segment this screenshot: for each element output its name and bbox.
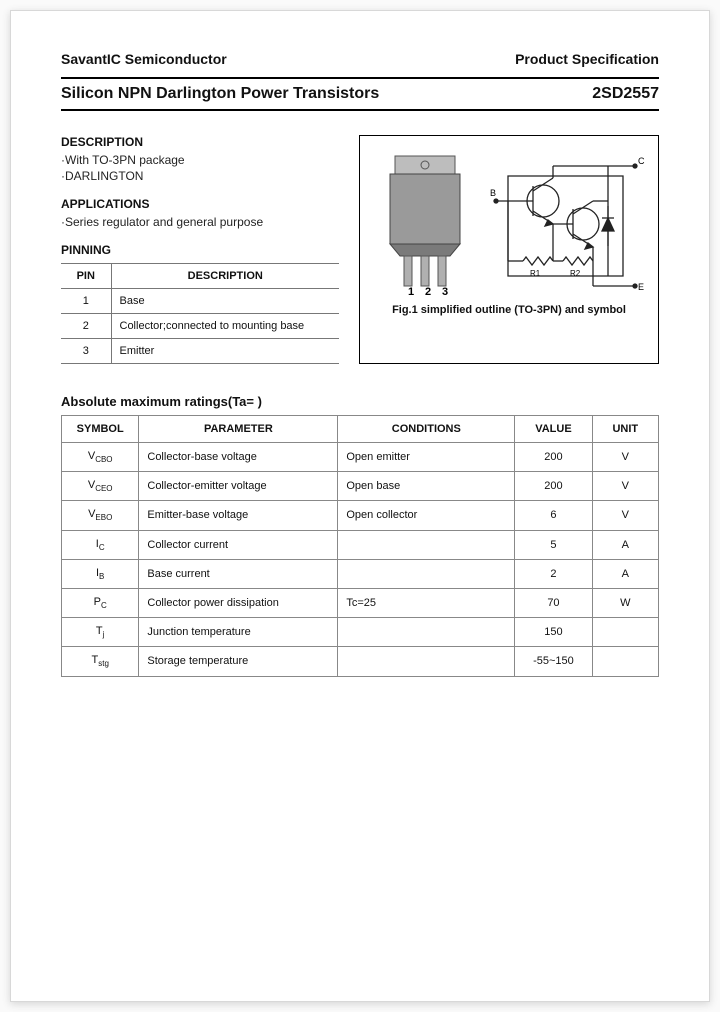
applications-heading: APPLICATIONS — [61, 197, 339, 211]
unit-cell: A — [592, 559, 658, 588]
col-symbol: SYMBOL — [62, 416, 139, 443]
cond-cell — [338, 618, 515, 647]
datasheet-page: SavantIC Semiconductor Product Specifica… — [10, 10, 710, 1002]
cond-cell: Open emitter — [338, 443, 515, 472]
param-cell: Base current — [139, 559, 338, 588]
pin-cell: 3 — [61, 339, 111, 364]
col-desc: DESCRIPTION — [111, 264, 339, 289]
table-row: ICCollector current 5A — [62, 530, 659, 559]
val-cell: 6 — [515, 501, 592, 530]
val-cell: -55~150 — [515, 647, 592, 676]
darlington-symbol-icon: B C E R1 R2 — [488, 146, 648, 296]
figure-box: 1 2 3 — [359, 135, 659, 364]
table-row: VCBOCollector-base voltageOpen emitter20… — [62, 443, 659, 472]
pin-desc-cell: Collector;connected to mounting base — [111, 314, 339, 339]
val-cell: 200 — [515, 443, 592, 472]
param-cell: Junction temperature — [139, 618, 338, 647]
pin-cell: 2 — [61, 314, 111, 339]
description-heading: DESCRIPTION — [61, 135, 339, 149]
val-cell: 150 — [515, 618, 592, 647]
description-line: ·With TO-3PN package — [61, 153, 339, 167]
figure-content: 1 2 3 — [370, 146, 648, 296]
product-title: Silicon NPN Darlington Power Transistors — [61, 85, 379, 103]
param-cell: Emitter-base voltage — [139, 501, 338, 530]
upper-section: DESCRIPTION ·With TO-3PN package ·DARLIN… — [61, 135, 659, 364]
col-value: VALUE — [515, 416, 592, 443]
sym-cell: IB — [62, 559, 139, 588]
cond-cell — [338, 559, 515, 588]
table-row: PIN DESCRIPTION — [61, 264, 339, 289]
table-row: VCEOCollector-emitter voltageOpen base20… — [62, 472, 659, 501]
val-cell: 5 — [515, 530, 592, 559]
cond-cell: Tc=25 — [338, 588, 515, 617]
sym-cell: VCEO — [62, 472, 139, 501]
title-row: Silicon NPN Darlington Power Transistors… — [61, 77, 659, 111]
pinning-table: PIN DESCRIPTION 1Base2Collector;connecte… — [61, 263, 339, 364]
unit-cell: V — [592, 501, 658, 530]
label-c: C — [638, 156, 645, 166]
cond-cell — [338, 530, 515, 559]
unit-cell: A — [592, 530, 658, 559]
sym-cell: PC — [62, 588, 139, 617]
table-row: VEBOEmitter-base voltageOpen collector6V — [62, 501, 659, 530]
ratings-table: SYMBOL PARAMETER CONDITIONS VALUE UNIT V… — [61, 415, 659, 677]
col-unit: UNIT — [592, 416, 658, 443]
table-row: TstgStorage temperature -55~150 — [62, 647, 659, 676]
table-row: 2Collector;connected to mounting base — [61, 314, 339, 339]
pinning-heading: PINNING — [61, 243, 339, 257]
col-pin: PIN — [61, 264, 111, 289]
sym-cell: VCBO — [62, 443, 139, 472]
val-cell: 200 — [515, 472, 592, 501]
sym-cell: Tstg — [62, 647, 139, 676]
table-row: 3Emitter — [61, 339, 339, 364]
pin-label: 1 — [408, 286, 414, 296]
spec-label: Product Specification — [515, 51, 659, 67]
description-line: ·DARLINGTON — [61, 169, 339, 183]
cond-cell — [338, 647, 515, 676]
sym-cell: IC — [62, 530, 139, 559]
unit-cell: W — [592, 588, 658, 617]
param-cell: Collector-base voltage — [139, 443, 338, 472]
val-cell: 2 — [515, 559, 592, 588]
label-r1: R1 — [530, 269, 541, 278]
col-parameter: PARAMETER — [139, 416, 338, 443]
cond-cell: Open base — [338, 472, 515, 501]
table-row: TjJunction temperature 150 — [62, 618, 659, 647]
col-conditions: CONDITIONS — [338, 416, 515, 443]
table-row: PCCollector power dissipationTc=2570W — [62, 588, 659, 617]
pin-desc-cell: Base — [111, 289, 339, 314]
param-cell: Collector current — [139, 530, 338, 559]
unit-cell: V — [592, 472, 658, 501]
unit-cell — [592, 618, 658, 647]
sym-cell: VEBO — [62, 501, 139, 530]
pin-label: 2 — [425, 286, 431, 296]
header-row: SavantIC Semiconductor Product Specifica… — [61, 51, 659, 67]
unit-cell: V — [592, 443, 658, 472]
pin-label: 3 — [442, 286, 448, 296]
pin-desc-cell: Emitter — [111, 339, 339, 364]
table-row: 1Base — [61, 289, 339, 314]
val-cell: 70 — [515, 588, 592, 617]
figure-caption: Fig.1 simplified outline (TO-3PN) and sy… — [370, 304, 648, 316]
label-r2: R2 — [570, 269, 581, 278]
param-cell: Collector-emitter voltage — [139, 472, 338, 501]
sym-cell: Tj — [62, 618, 139, 647]
cond-cell: Open collector — [338, 501, 515, 530]
unit-cell — [592, 647, 658, 676]
ratings-heading: Absolute maximum ratings(Ta= ) — [61, 394, 659, 409]
label-b: B — [490, 188, 496, 198]
part-number: 2SD2557 — [592, 85, 659, 103]
param-cell: Collector power dissipation — [139, 588, 338, 617]
left-column: DESCRIPTION ·With TO-3PN package ·DARLIN… — [61, 135, 339, 364]
param-cell: Storage temperature — [139, 647, 338, 676]
package-outline-icon: 1 2 3 — [370, 146, 480, 296]
table-row: IBBase current 2A — [62, 559, 659, 588]
applications-line: ·Series regulator and general purpose — [61, 215, 339, 229]
label-e: E — [638, 282, 644, 292]
table-row: SYMBOL PARAMETER CONDITIONS VALUE UNIT — [62, 416, 659, 443]
pin-cell: 1 — [61, 289, 111, 314]
company-name: SavantIC Semiconductor — [61, 51, 227, 67]
